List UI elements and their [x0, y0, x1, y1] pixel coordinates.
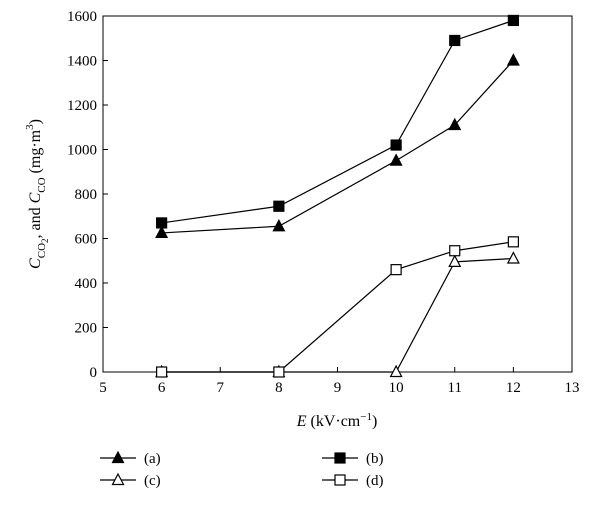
- data-point-a: [272, 218, 286, 232]
- y-tick-label: 800: [75, 187, 98, 203]
- series-markers: [155, 14, 520, 378]
- series-line-b: [161, 19, 514, 224]
- legend: (a) (b) (c) (d): [100, 450, 384, 489]
- x-tick-label: 6: [158, 380, 166, 396]
- data-point-b: [273, 200, 285, 212]
- data-point-b: [156, 217, 168, 229]
- axis-ticks: 5 6 7 8 9 10 11 12 13 0 200 400 600 800 1000 1200 1400 16…: [67, 9, 580, 396]
- data-point-c: [506, 251, 520, 264]
- x-tick-label: 8: [275, 380, 283, 396]
- x-tick-label: 9: [334, 380, 342, 396]
- x-tick-label: 5: [99, 380, 107, 396]
- legend-label: (c): [144, 473, 161, 489]
- legend-label: (a): [144, 451, 161, 467]
- data-point-d: [507, 236, 519, 248]
- y-tick-label: 1400: [67, 54, 97, 70]
- x-tick-label: 12: [506, 380, 521, 396]
- data-point-b: [507, 14, 519, 27]
- data-point-d: [273, 366, 285, 378]
- series-line-a: [161, 60, 514, 234]
- x-tick-label: 11: [448, 380, 462, 396]
- x-tick-label: 10: [389, 380, 404, 396]
- data-point-b: [449, 34, 461, 47]
- data-point-a: [155, 225, 169, 239]
- series-lines: [161, 19, 514, 373]
- data-point-d: [390, 264, 402, 276]
- legend-item-b: (b): [322, 451, 384, 467]
- legend-marker: [334, 474, 346, 486]
- legend-marker: [111, 450, 125, 464]
- legend-item-a: (a): [100, 450, 161, 467]
- data-point-c: [448, 254, 462, 267]
- data-point-c: [389, 364, 403, 378]
- data-point-a: [506, 53, 520, 66]
- y-tick-label: 600: [75, 232, 98, 248]
- x-axis-title: E (kV·cm−1): [296, 411, 378, 430]
- y-tick-label: 0: [90, 365, 98, 381]
- legend-label: (d): [366, 473, 384, 489]
- data-point-a: [448, 117, 462, 131]
- x-tick-label: 13: [565, 380, 580, 396]
- data-point-d: [156, 366, 168, 378]
- data-point-a: [389, 153, 403, 166]
- y-tick-label: 400: [75, 276, 98, 292]
- y-tick-label: 1600: [67, 9, 97, 25]
- legend-item-c: (c): [100, 472, 161, 489]
- x-tick-label: 7: [217, 380, 225, 396]
- data-point-b: [390, 139, 402, 151]
- data-point-d: [449, 245, 461, 257]
- y-tick-label: 1200: [67, 98, 97, 114]
- legend-label: (b): [366, 451, 384, 467]
- legend-marker: [334, 452, 346, 464]
- y-tick-label: 1000: [67, 143, 97, 159]
- legend-marker: [111, 472, 125, 486]
- series-line-c: [161, 257, 514, 373]
- y-axis-title: CCO2, and CCO (mg·m3): [24, 119, 50, 269]
- y-tick-label: 200: [75, 321, 98, 337]
- legend-item-d: (d): [322, 473, 384, 489]
